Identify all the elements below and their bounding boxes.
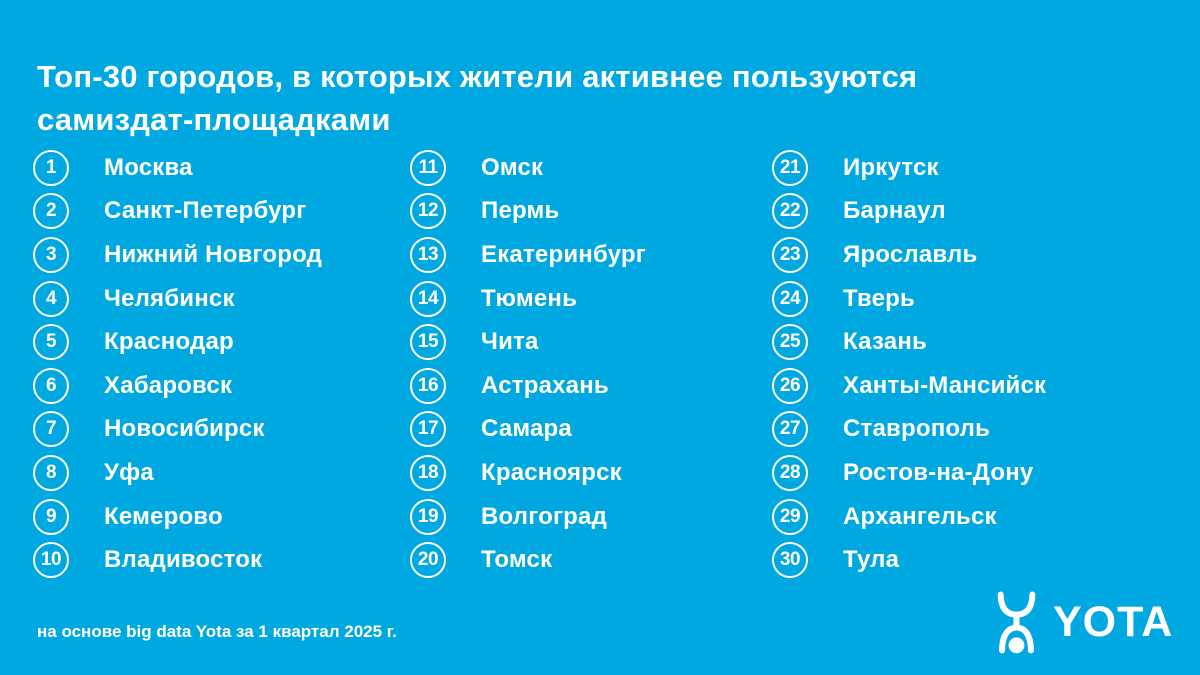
rank-badge: 22 xyxy=(772,193,808,230)
city-label: Архангельск xyxy=(843,502,997,530)
rank-badge: 13 xyxy=(410,236,446,273)
city-label: Волгоград xyxy=(481,502,608,530)
rank-badge: 14 xyxy=(410,280,446,317)
list-item: 11 Омск xyxy=(410,146,646,190)
city-label: Уфа xyxy=(104,458,154,486)
city-label: Хабаровск xyxy=(104,371,233,399)
rank-badge: 6 xyxy=(33,367,69,404)
city-label: Москва xyxy=(104,153,193,181)
rank-badge: 23 xyxy=(772,236,808,273)
city-label: Астрахань xyxy=(481,371,609,399)
city-label: Ярославль xyxy=(843,240,978,268)
rank-badge: 18 xyxy=(410,454,446,491)
list-item: 3 Нижний Новгород xyxy=(33,233,322,277)
list-item: 26 Ханты-Мансийск xyxy=(772,364,1046,408)
rank-badge: 16 xyxy=(410,367,446,404)
list-item: 28 Ростов-на-Дону xyxy=(772,451,1046,495)
city-label: Красноярск xyxy=(481,458,622,486)
list-item: 10 Владивосток xyxy=(33,538,322,582)
ranking-column-2: 11 Омск 12 Пермь 13 Екатеринбург 14 Тюме… xyxy=(410,146,646,582)
rank-badge: 29 xyxy=(772,498,808,535)
list-item: 8 Уфа xyxy=(33,451,322,495)
rank-badge: 11 xyxy=(410,149,446,186)
list-item: 4 Челябинск xyxy=(33,277,322,321)
city-label: Кемерово xyxy=(104,502,223,530)
city-label: Казань xyxy=(843,328,927,356)
list-item: 15 Чита xyxy=(410,320,646,364)
city-label: Челябинск xyxy=(104,284,235,312)
list-item: 23 Ярославль xyxy=(772,233,1046,277)
list-item: 21 Иркутск xyxy=(772,146,1046,190)
city-label: Тверь xyxy=(843,284,915,312)
city-label: Ставрополь xyxy=(843,415,991,443)
list-item: 22 Барнаул xyxy=(772,190,1046,234)
list-item: 27 Ставрополь xyxy=(772,408,1046,452)
city-label: Владивосток xyxy=(104,546,263,574)
rank-badge: 25 xyxy=(772,324,808,361)
rank-badge: 3 xyxy=(33,236,69,273)
rank-badge: 27 xyxy=(772,411,808,448)
list-item: 16 Астрахань xyxy=(410,364,646,408)
rank-badge: 17 xyxy=(410,411,446,448)
list-item: 18 Красноярск xyxy=(410,451,646,495)
city-label: Нижний Новгород xyxy=(104,240,323,268)
rank-badge: 4 xyxy=(33,280,69,317)
city-label: Самара xyxy=(481,415,572,443)
rank-badge: 5 xyxy=(33,324,69,361)
city-label: Краснодар xyxy=(104,328,234,356)
city-label: Тула xyxy=(843,546,900,574)
city-label: Чита xyxy=(481,328,539,356)
rank-badge: 24 xyxy=(772,280,808,317)
list-item: 25 Казань xyxy=(772,320,1046,364)
city-label: Тюмень xyxy=(481,284,578,312)
city-label: Ростов-на-Дону xyxy=(843,458,1034,486)
rank-badge: 10 xyxy=(33,542,69,579)
yota-figure-icon xyxy=(997,591,1036,654)
city-label: Екатеринбург xyxy=(481,240,646,268)
list-item: 14 Тюмень xyxy=(410,277,646,321)
list-item: 20 Томск xyxy=(410,538,646,582)
city-label: Новосибирск xyxy=(104,415,265,443)
rank-badge: 26 xyxy=(772,367,808,404)
rank-badge: 28 xyxy=(772,454,808,491)
yota-logo: YOTA xyxy=(993,589,1173,656)
ranking-column-1: 1 Москва 2 Санкт-Петербург 3 Нижний Новг… xyxy=(33,146,322,582)
city-label: Омск xyxy=(481,153,544,181)
rank-badge: 19 xyxy=(410,498,446,535)
city-label: Барнаул xyxy=(843,197,946,225)
list-item: 1 Москва xyxy=(33,146,322,190)
rank-badge: 1 xyxy=(33,149,69,186)
list-item: 9 Кемерово xyxy=(33,495,322,539)
rank-badge: 9 xyxy=(33,498,69,535)
list-item: 5 Краснодар xyxy=(33,320,322,364)
list-item: 7 Новосибирск xyxy=(33,408,322,452)
list-item: 17 Самара xyxy=(410,408,646,452)
city-label: Санкт-Петербург xyxy=(104,197,307,225)
source-note: на основе big data Yota за 1 квартал 202… xyxy=(37,622,397,641)
list-item: 29 Архангельск xyxy=(772,495,1046,539)
city-label: Пермь xyxy=(481,197,560,225)
list-item: 24 Тверь xyxy=(772,277,1046,321)
list-item: 19 Волгоград xyxy=(410,495,646,539)
list-item: 30 Тула xyxy=(772,538,1046,582)
list-item: 2 Санкт-Петербург xyxy=(33,190,322,234)
city-label: Ханты-Мансийск xyxy=(843,371,1047,399)
yota-wordmark: YOTA xyxy=(1053,598,1174,646)
rank-badge: 8 xyxy=(33,454,69,491)
rank-badge: 20 xyxy=(410,542,446,579)
rank-badge: 2 xyxy=(33,193,69,230)
rank-badge: 15 xyxy=(410,324,446,361)
rank-badge: 12 xyxy=(410,193,446,230)
rank-badge: 30 xyxy=(772,542,808,579)
ranking-column-3: 21 Иркутск 22 Барнаул 23 Ярославль 24 Тв… xyxy=(772,146,1046,582)
rank-badge: 7 xyxy=(33,411,69,448)
list-item: 13 Екатеринбург xyxy=(410,233,646,277)
city-label: Томск xyxy=(481,546,553,574)
list-item: 12 Пермь xyxy=(410,190,646,234)
city-label: Иркутск xyxy=(843,153,939,181)
rank-badge: 21 xyxy=(772,149,808,186)
list-item: 6 Хабаровск xyxy=(33,364,322,408)
page-title: Топ-30 городов, в которых жители активне… xyxy=(37,58,918,137)
